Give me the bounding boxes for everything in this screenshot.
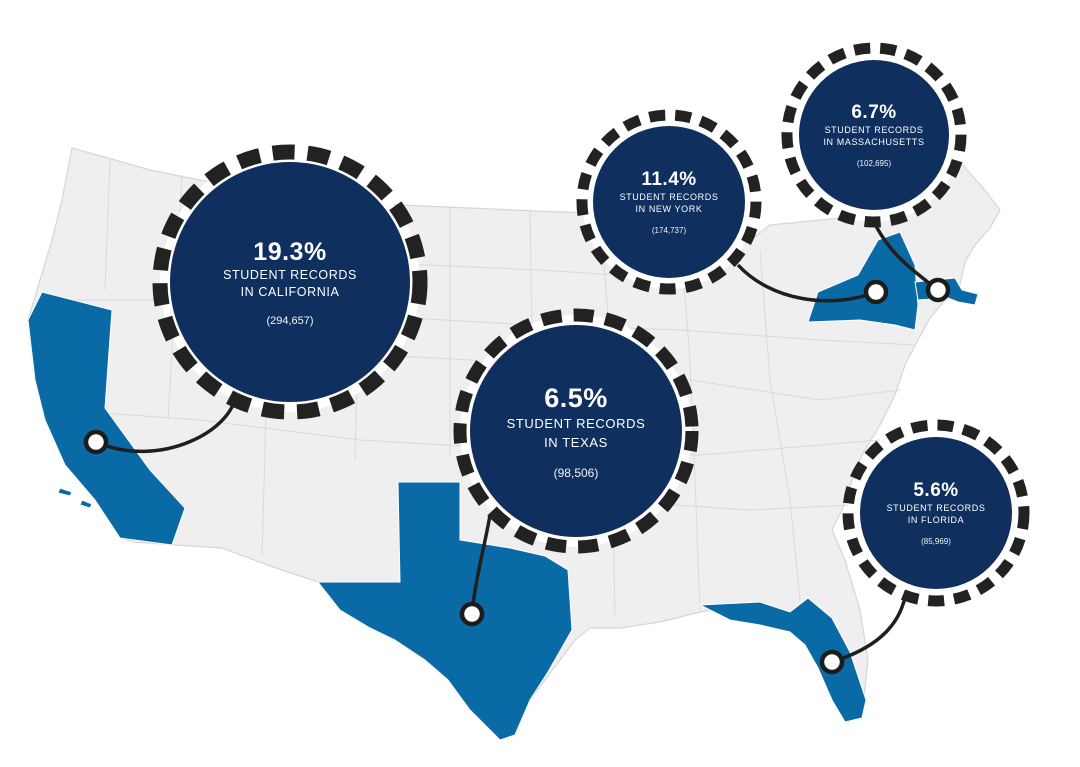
florida-pin-icon [819, 649, 845, 675]
new-york-callout: 11.4% STUDENT RECORDS IN NEW YORK (174,7… [593, 126, 745, 278]
new-york-label-line1: STUDENT RECORDS [619, 192, 719, 202]
new-york-percent: 11.4% [641, 169, 697, 190]
california-pin-icon [83, 429, 109, 455]
texas-pin-icon [459, 601, 485, 627]
massachusetts-label-line1: STUDENT RECORDS [824, 125, 924, 135]
florida-callout: 5.6% STUDENT RECORDS IN FLORIDA (85,969) [860, 437, 1012, 589]
florida-count: (85,969) [921, 537, 951, 546]
new-york-disc [593, 126, 745, 278]
california-islands [57, 487, 93, 509]
bubble-discs [170, 60, 1012, 589]
texas-shape [316, 481, 573, 741]
california-disc [170, 162, 410, 402]
massachusetts-percent: 6.7% [851, 102, 897, 123]
new-york-count: (174,737) [651, 226, 687, 235]
massachusetts-label-line2: IN MASSACHUSETTS [823, 137, 925, 147]
california-label-line1: STUDENT RECORDS [223, 267, 357, 282]
massachusetts-count: (102,695) [856, 159, 892, 168]
new-york-pin-icon [863, 279, 889, 305]
florida-disc [860, 437, 1012, 589]
texas-percent: 6.5% [544, 382, 608, 413]
new-york-connector [736, 263, 877, 303]
florida-label-line1: STUDENT RECORDS [886, 503, 986, 513]
texas-label-line1: STUDENT RECORDS [506, 415, 646, 431]
texas-label-line2: IN TEXAS [544, 434, 608, 450]
new-york-label-line2: IN NEW YORK [635, 204, 703, 214]
florida-percent: 5.6% [913, 480, 959, 501]
massachusetts-pin-icon [925, 277, 951, 303]
florida-label-line2: IN FLORIDA [907, 515, 965, 525]
massachusetts-disc [799, 60, 949, 210]
location-pins [83, 277, 951, 675]
california-count: (294,657) [266, 314, 314, 327]
texas-callout: 6.5% STUDENT RECORDS IN TEXAS (98,506) [470, 325, 682, 537]
california-shape [27, 291, 186, 546]
new-york-shape [807, 231, 919, 331]
texas-count: (98,506) [553, 465, 599, 480]
florida-connector [831, 591, 908, 664]
california-percent: 19.3% [253, 237, 327, 266]
california-callout: 19.3% STUDENT RECORDS IN CALIFORNIA (294… [170, 162, 410, 402]
massachusetts-callout: 6.7% STUDENT RECORDS IN MASSACHUSETTS (1… [799, 60, 949, 210]
florida-shape [698, 597, 867, 723]
texas-disc [470, 325, 682, 537]
california-label-line2: IN CALIFORNIA [240, 284, 340, 299]
